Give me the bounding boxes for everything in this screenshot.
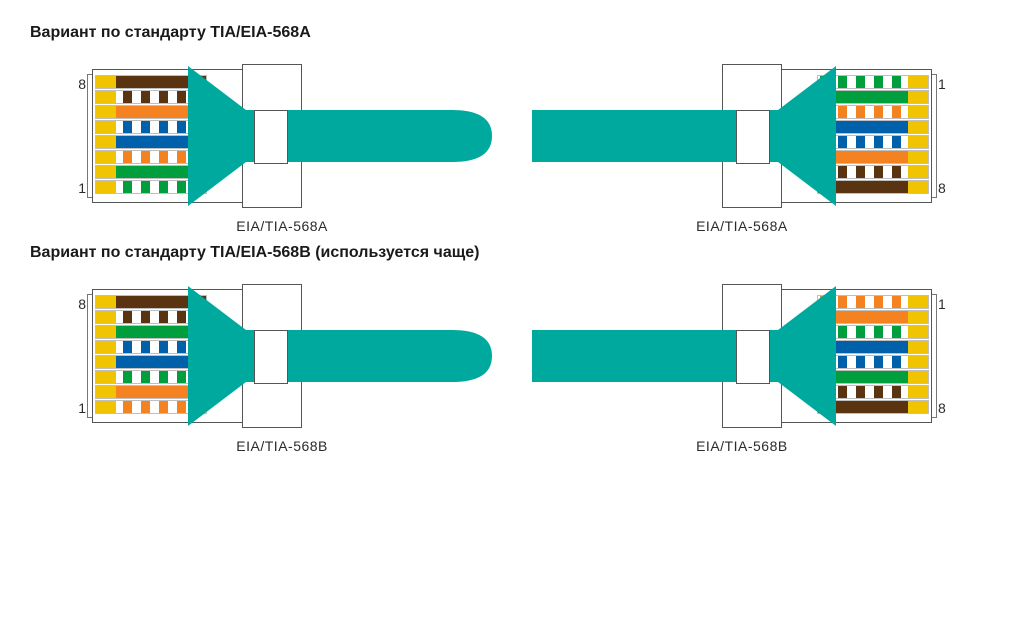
wire-green	[818, 91, 928, 103]
caption: EIA/TIA-568B	[236, 438, 328, 454]
cable-segment	[532, 109, 712, 163]
pin-label-bottom: 8	[938, 400, 946, 416]
wire-white-brown	[96, 311, 206, 323]
wire-orange	[818, 151, 928, 163]
wire-orange	[96, 106, 206, 118]
wire-blue	[96, 136, 206, 148]
strain-relief	[254, 330, 288, 384]
pin-label-top: 1	[938, 76, 946, 92]
panel-568b-left: 8 1 EIA/TIA-568B	[72, 286, 492, 454]
wire-white-green	[818, 326, 928, 338]
pin-label-bottom: 1	[78, 400, 86, 416]
strain-relief	[736, 110, 770, 164]
row-568a: 8 1 EIA/TIA-568A 1	[30, 66, 994, 234]
wire-white-green	[818, 76, 928, 88]
wire-green	[818, 371, 928, 383]
panel-568b-right: 1 8 EIA/TIA-568B	[532, 286, 952, 454]
pin-bracket: 8 1	[78, 76, 86, 196]
panel-568a-left: 8 1 EIA/TIA-568A	[72, 66, 492, 234]
wire-blue	[818, 121, 928, 133]
cable-segment	[312, 329, 492, 383]
wire-white-blue	[818, 356, 928, 368]
wire-white-blue	[818, 136, 928, 148]
wire-white-brown	[818, 166, 928, 178]
wire-white-brown	[818, 386, 928, 398]
wire-brown	[818, 401, 928, 413]
pin-label-top: 1	[938, 296, 946, 312]
assembly-568b-right: 1 8	[532, 286, 952, 426]
rj45-connector	[712, 66, 932, 206]
wire-green	[96, 326, 206, 338]
wire-brown	[96, 76, 206, 88]
wire-white-blue	[96, 121, 206, 133]
wire-stack	[818, 296, 928, 413]
wire-blue	[96, 356, 206, 368]
caption: EIA/TIA-568B	[696, 438, 788, 454]
wire-blue	[818, 341, 928, 353]
wire-green	[96, 166, 206, 178]
pin-bracket: 1 8	[938, 296, 946, 416]
pin-bracket: 8 1	[78, 296, 86, 416]
heading-variant-a: Вариант по стандарту TIA/EIA-568A	[30, 24, 994, 42]
heading-variant-b: Вариант по стандарту TIA/EIA-568B (испол…	[30, 244, 994, 262]
assembly-568b-left: 8 1	[72, 286, 492, 426]
wire-white-orange	[818, 296, 928, 308]
wire-brown	[96, 296, 206, 308]
wire-stack	[96, 296, 206, 413]
pin-label-bottom: 8	[938, 180, 946, 196]
cable-segment	[312, 109, 492, 163]
strain-relief	[254, 110, 288, 164]
wire-white-blue	[96, 341, 206, 353]
caption: EIA/TIA-568A	[696, 218, 788, 234]
wire-white-orange	[96, 401, 206, 413]
pin-label-bottom: 1	[78, 180, 86, 196]
pin-label-top: 8	[78, 76, 86, 92]
wire-white-orange	[818, 106, 928, 118]
wire-white-green	[96, 181, 206, 193]
row-568b: 8 1 EIA/TIA-568B 1	[30, 286, 994, 454]
rj45-connector	[92, 66, 312, 206]
pin-label-top: 8	[78, 296, 86, 312]
wire-white-brown	[96, 91, 206, 103]
cable-segment	[532, 329, 712, 383]
wire-orange	[818, 311, 928, 323]
assembly-568a-right: 1 8	[532, 66, 952, 206]
rj45-connector	[712, 286, 932, 426]
panel-568a-right: 1 8 EIA/TIA-568A	[532, 66, 952, 234]
wire-white-green	[96, 371, 206, 383]
wire-stack	[818, 76, 928, 193]
rj45-connector	[92, 286, 312, 426]
pin-bracket: 1 8	[938, 76, 946, 196]
wire-stack	[96, 76, 206, 193]
strain-relief	[736, 330, 770, 384]
wire-orange	[96, 386, 206, 398]
wire-brown	[818, 181, 928, 193]
wire-white-orange	[96, 151, 206, 163]
assembly-568a-left: 8 1	[72, 66, 492, 206]
caption: EIA/TIA-568A	[236, 218, 328, 234]
